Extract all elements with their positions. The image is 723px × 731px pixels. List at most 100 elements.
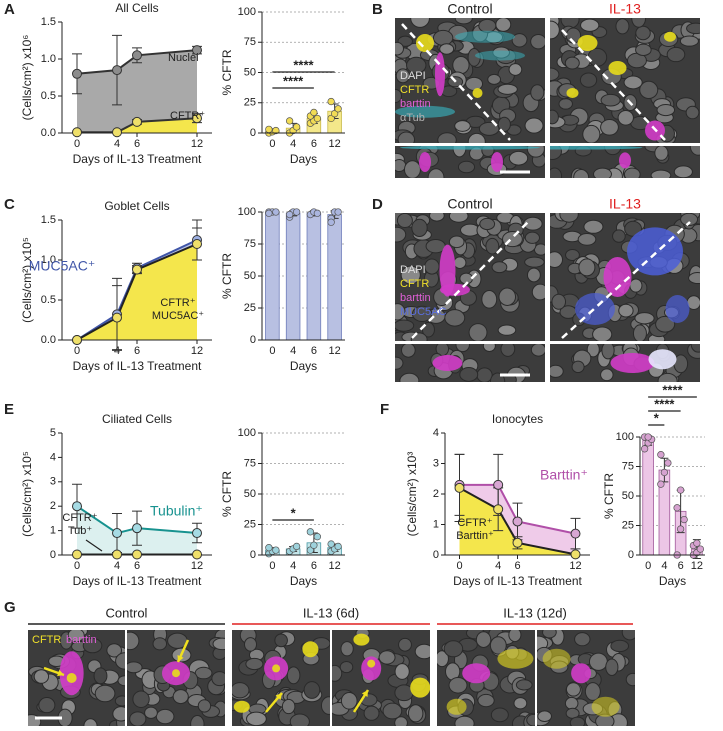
micrograph <box>395 344 545 382</box>
y-axis-label: % CFTR <box>602 473 616 519</box>
nucleus <box>454 120 471 132</box>
data-point <box>313 114 322 123</box>
nucleus <box>508 630 522 643</box>
y-tick-label: 0 <box>433 549 439 561</box>
nucleus <box>537 710 552 723</box>
data-point <box>265 544 273 552</box>
nucleus <box>531 283 545 301</box>
nucleus <box>197 699 212 713</box>
y-tick-label: 0 <box>628 549 634 561</box>
y-tick-label: 1.5 <box>41 214 56 226</box>
nucleus <box>406 56 427 74</box>
nucleus <box>190 715 205 726</box>
nucleus <box>155 708 175 725</box>
nucleus <box>485 237 500 255</box>
x-tick-label: 4 <box>290 345 296 357</box>
stain-legend: MUC5AC <box>400 306 447 318</box>
y-axis-label: % CFTR <box>220 253 234 299</box>
y-axis-label: (Cells/cm²) x10⁶ <box>20 35 34 121</box>
section-line <box>411 219 531 339</box>
stain <box>400 146 540 150</box>
nucleus <box>454 18 473 25</box>
stain <box>435 52 445 97</box>
column-header: IL-13 <box>609 1 641 17</box>
stain <box>550 146 643 150</box>
stain <box>462 663 491 684</box>
bar <box>265 211 280 341</box>
nucleus <box>452 56 470 75</box>
nucleus <box>685 105 700 120</box>
y-axis-label: % CFTR <box>220 49 234 95</box>
data-point <box>313 209 322 217</box>
y-tick-label: 0.5 <box>41 294 56 306</box>
marker <box>192 113 202 124</box>
x-tick-label: 6 <box>514 560 520 572</box>
nucleus <box>500 344 516 357</box>
bar <box>327 214 342 341</box>
data-point <box>644 433 652 441</box>
y-tick-label: 25 <box>244 518 256 530</box>
nucleus <box>414 643 430 660</box>
nucleus <box>588 652 608 671</box>
nucleus <box>524 231 540 244</box>
nucleus <box>686 22 700 35</box>
nucleus <box>399 372 420 382</box>
nucleus <box>550 364 564 378</box>
stain <box>603 257 632 297</box>
y-tick-label: 4 <box>50 451 56 463</box>
data-point <box>292 542 301 551</box>
nucleus <box>245 657 264 671</box>
group-header: Control <box>106 605 148 620</box>
data-point <box>664 459 672 467</box>
x-tick-label: 6 <box>678 560 684 572</box>
nucleus <box>583 219 604 234</box>
nucleus <box>411 305 433 323</box>
significance-label: **** <box>654 396 675 411</box>
x-tick-label: 4 <box>114 345 120 357</box>
callout-arrow <box>85 539 103 552</box>
x-tick-label: 0 <box>269 560 275 572</box>
nucleus <box>578 258 596 277</box>
nucleus <box>618 303 634 318</box>
x-tick-label: 6 <box>134 560 140 572</box>
data-point <box>292 208 301 216</box>
stain <box>497 648 534 669</box>
y-tick-label: 5 <box>50 427 56 439</box>
nucleus <box>560 18 580 29</box>
micrograph <box>437 630 535 726</box>
y-tick-label: 25 <box>244 302 256 314</box>
stain <box>627 227 683 276</box>
x-tick-label: 0 <box>74 138 80 150</box>
y-axis-label: (Cells/cm²) x10⁵ <box>20 451 34 537</box>
nucleus <box>400 265 421 285</box>
y-tick-label: 0 <box>250 334 256 346</box>
series-label: CFTR⁺ <box>170 110 205 122</box>
stain <box>571 663 592 684</box>
series-line <box>76 243 198 341</box>
marker <box>112 528 122 539</box>
stain-legend: CFTR <box>400 278 429 290</box>
stain <box>395 105 455 118</box>
nucleus <box>476 367 493 382</box>
nucleus <box>530 33 545 50</box>
x-axis-label: Days of IL-13 Treatment <box>73 359 202 373</box>
nucleus <box>212 637 225 651</box>
data-point <box>680 515 688 524</box>
nucleus <box>601 344 615 360</box>
nucleus <box>401 344 416 358</box>
nucleus <box>407 704 424 723</box>
stain <box>416 34 434 52</box>
nucleus <box>623 167 641 178</box>
chart-title: Ciliated Cells <box>102 412 172 426</box>
x-tick-label: 12 <box>329 138 341 150</box>
nucleus <box>448 213 469 223</box>
marker <box>132 50 142 61</box>
x-axis-label: Days <box>659 574 686 588</box>
nucleus <box>610 639 630 653</box>
series-label: Tub⁺ <box>68 525 93 537</box>
nucleus <box>394 716 408 726</box>
nucleus <box>67 630 85 643</box>
nucleus <box>550 109 559 125</box>
nucleus <box>621 630 635 641</box>
stain <box>302 641 319 658</box>
